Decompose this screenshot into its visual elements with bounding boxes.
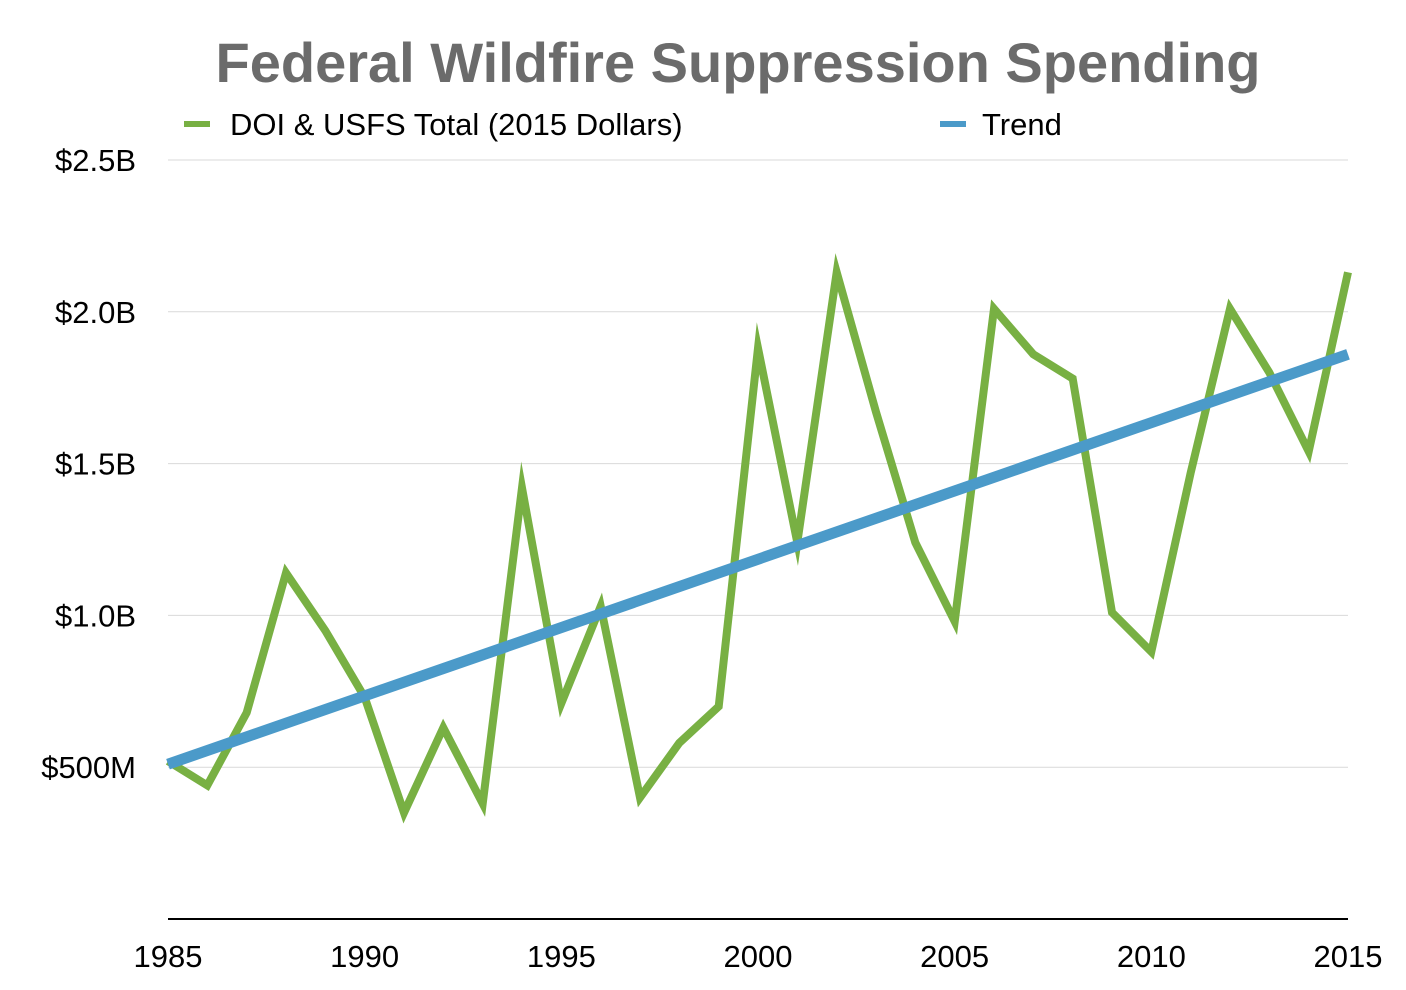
x-tick-label: 1985 — [134, 939, 203, 974]
y-tick-label: $1.5B — [55, 447, 136, 482]
x-tick-label: 2010 — [1117, 939, 1186, 974]
series-line-spending — [165, 253, 1352, 824]
legend-label-spending: DOI & USFS Total (2015 Dollars) — [230, 107, 683, 142]
y-tick-label: $2.5B — [55, 143, 136, 178]
x-tick-label: 1990 — [330, 939, 399, 974]
y-tick-label: $1.0B — [55, 598, 136, 633]
x-tick-label: 2015 — [1314, 939, 1383, 974]
chart-title: Federal Wildfire Suppression Spending — [216, 31, 1261, 94]
x-tick-label: 1995 — [527, 939, 596, 974]
gridlines — [168, 159, 1348, 768]
legend-label-trend: Trend — [982, 107, 1062, 142]
y-axis-ticks: $500M $1.0B $1.5B $2.0B $2.5B — [41, 143, 136, 785]
series-line-trend — [166, 349, 1350, 770]
y-tick-label: $2.0B — [55, 295, 136, 330]
series — [165, 253, 1352, 824]
y-tick-label: $500M — [41, 750, 136, 785]
x-tick-label: 2005 — [920, 939, 989, 974]
x-tick-label: 2000 — [724, 939, 793, 974]
legend: DOI & USFS Total (2015 Dollars) Trend — [184, 107, 1062, 142]
x-axis-ticks: 1985 1990 1995 2000 2005 2010 2015 — [134, 939, 1383, 974]
